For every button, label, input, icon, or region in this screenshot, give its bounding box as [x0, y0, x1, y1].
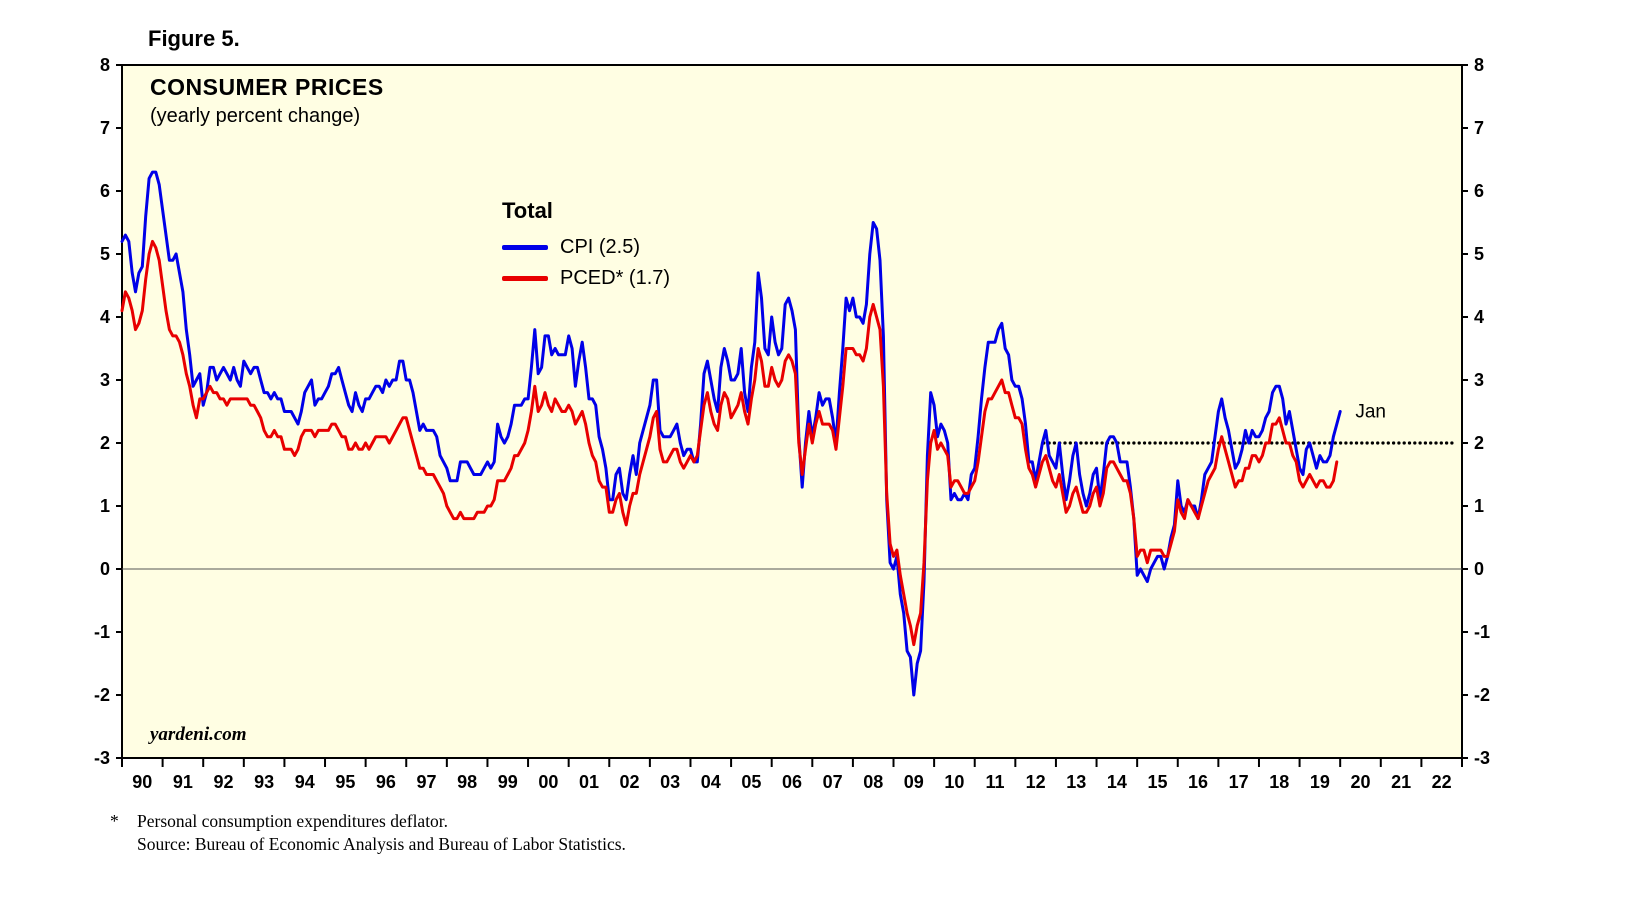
footnote-line-2: Source: Bureau of Economic Analysis and …	[137, 834, 626, 854]
footnote-line-1: Personal consumption expenditures deflat…	[137, 811, 449, 831]
y-axis-label-right: 0	[1474, 559, 1484, 579]
x-axis-label: 12	[1026, 772, 1046, 792]
x-axis-label: 95	[335, 772, 355, 792]
footnote: * Personal consumption expenditures defl…	[110, 810, 626, 856]
x-axis-label: 14	[1107, 772, 1127, 792]
legend-row-cpi: CPI (2.5)	[502, 232, 670, 263]
x-axis-label: 13	[1066, 772, 1086, 792]
jan-annotation: Jan	[1355, 402, 1386, 423]
figure-label: Figure 5.	[148, 26, 240, 51]
x-axis-label: 10	[944, 772, 964, 792]
x-axis-label: 97	[417, 772, 437, 792]
legend: Total CPI (2.5) PCED* (1.7)	[502, 198, 670, 294]
y-axis-label-left: 8	[100, 55, 110, 75]
pced-line-swatch	[502, 276, 548, 281]
pced-legend-label: PCED* (1.7)	[560, 267, 671, 289]
x-axis-label: 21	[1391, 772, 1411, 792]
y-axis-label-right: -1	[1474, 622, 1490, 642]
x-axis-label: 94	[295, 772, 315, 792]
y-axis-label-left: 4	[100, 307, 110, 327]
x-axis-label: 00	[538, 772, 558, 792]
x-axis-label: 07	[823, 772, 843, 792]
x-axis-label: 91	[173, 772, 193, 792]
x-axis-label: 96	[376, 772, 396, 792]
y-axis-label-left: 6	[100, 181, 110, 201]
pced-line	[120, 239, 1339, 647]
y-axis-label-left: 7	[100, 118, 110, 138]
x-axis-label: 22	[1432, 772, 1452, 792]
y-axis-label-right: -3	[1474, 748, 1490, 768]
cpi-line-swatch	[502, 245, 548, 250]
x-axis-label: 03	[660, 772, 680, 792]
x-axis-label: 99	[498, 772, 518, 792]
x-axis-label: 98	[457, 772, 477, 792]
x-axis-label: 16	[1188, 772, 1208, 792]
y-axis-label-right: 8	[1474, 55, 1484, 75]
x-axis-label: 02	[620, 772, 640, 792]
y-axis-label-right: 4	[1474, 307, 1484, 327]
y-axis-label-left: 0	[100, 559, 110, 579]
x-axis-label: 18	[1269, 772, 1289, 792]
y-axis-label-right: -2	[1474, 685, 1490, 705]
x-axis-label: 11	[986, 772, 1005, 792]
x-axis-label: 01	[579, 772, 599, 792]
x-axis-label: 19	[1310, 772, 1330, 792]
x-axis-label: 05	[741, 772, 761, 792]
y-axis-label-left: -3	[94, 748, 110, 768]
x-axis-label: 90	[132, 772, 152, 792]
watermark: yardeni.com	[150, 724, 247, 745]
y-axis-label-left: -2	[94, 685, 110, 705]
y-axis-label-left: -1	[94, 622, 110, 642]
x-axis-label: 09	[904, 772, 924, 792]
x-axis-label: 17	[1229, 772, 1249, 792]
y-axis-label-left: 5	[100, 244, 110, 264]
x-axis-label: 92	[213, 772, 233, 792]
y-axis-label-left: 3	[100, 370, 110, 390]
x-axis-label: 04	[701, 772, 721, 792]
y-axis-label-left: 2	[100, 433, 110, 453]
chart-title: CONSUMER PRICES	[150, 74, 384, 100]
legend-row-pced: PCED* (1.7)	[502, 263, 670, 294]
x-axis-label: 20	[1350, 772, 1370, 792]
legend-header: Total	[502, 198, 553, 223]
x-axis-label: 06	[782, 772, 802, 792]
x-axis-label: 08	[863, 772, 883, 792]
y-axis-label-right: 7	[1474, 118, 1484, 138]
footnote-marker: *	[110, 811, 119, 831]
cpi-line	[120, 170, 1342, 697]
y-axis-label-left: 1	[100, 496, 110, 516]
y-axis-label-right: 3	[1474, 370, 1484, 390]
x-axis-label: 93	[254, 772, 274, 792]
plot-area	[121, 64, 1463, 759]
x-axis-label: 15	[1147, 772, 1167, 792]
consumer-prices-chart: -3 -3-2 -2-1 -10 01 12 23 34 45 56 67 78 890 91 92 93 94…	[94, 55, 1490, 792]
y-axis-label-right: 5	[1474, 244, 1484, 264]
y-axis-label-right: 6	[1474, 181, 1484, 201]
y-axis-label-right: 1	[1474, 496, 1484, 516]
cpi-legend-label: CPI (2.5)	[560, 236, 641, 258]
y-axis-label-right: 2	[1474, 433, 1484, 453]
chart-subtitle: (yearly percent change)	[150, 105, 361, 127]
